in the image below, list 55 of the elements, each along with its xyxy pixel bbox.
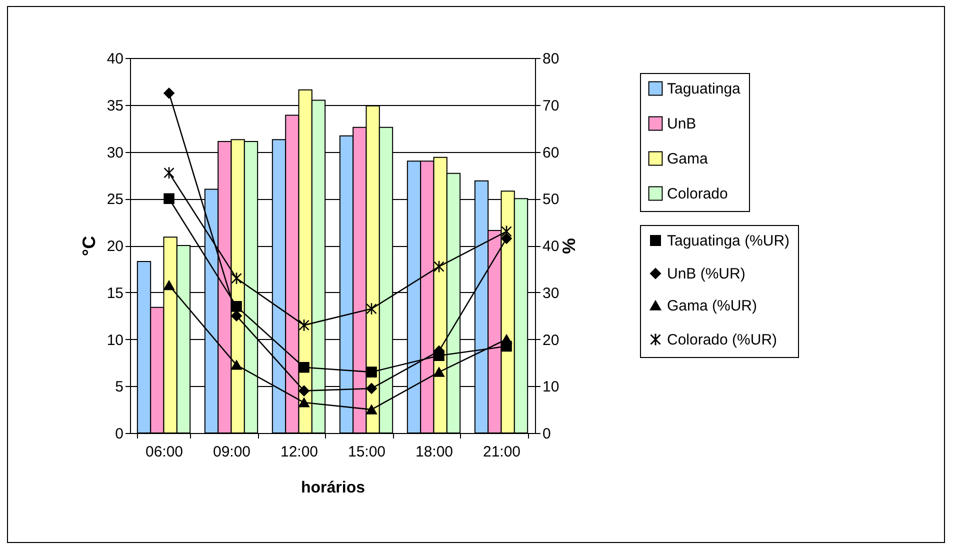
y2-tick-label: 40 [542, 238, 560, 255]
point [231, 272, 242, 285]
legend-label: Colorado [667, 186, 728, 202]
y-tick-label: 5 [115, 378, 124, 396]
point [434, 367, 444, 377]
y-tick-label: 30 [106, 144, 124, 162]
y2-tick-label: 50 [542, 191, 560, 208]
y2-axis-title: % [559, 238, 580, 254]
point [366, 302, 377, 316]
legend-label: Colorado (%UR) [667, 332, 778, 348]
legend-label: UnB (%UR) [667, 266, 746, 282]
x-axis-title: horários [300, 480, 366, 496]
point [231, 360, 242, 370]
y2-tick-label: 20 [542, 332, 560, 349]
legend-label: Gama (%UR) [667, 298, 758, 314]
x-tick-label: 18:00 [415, 444, 454, 460]
point [501, 334, 512, 344]
x-tick-label: 15:00 [348, 444, 386, 460]
point [298, 385, 310, 396]
x-tick-label: 12:00 [280, 444, 318, 460]
point [164, 88, 174, 99]
x-tick-label: 21:00 [482, 444, 521, 460]
legend-label: Taguatinga [667, 80, 742, 98]
point [298, 318, 310, 332]
y-tick-label: 40 [106, 50, 124, 68]
y2-tick-label: 10 [542, 378, 560, 396]
y2-tick-label: 30 [542, 284, 560, 302]
point [366, 383, 377, 394]
y-tick-label: 25 [106, 191, 124, 208]
point [366, 366, 377, 378]
y-tick-label: 35 [106, 97, 124, 114]
y-tick-label: 0 [115, 426, 124, 442]
point [164, 280, 174, 290]
y2-tick-label: 70 [542, 97, 560, 114]
x-tick-label: 06:00 [145, 444, 184, 460]
point [298, 362, 310, 373]
point [231, 301, 242, 312]
y2-tick-label: 0 [542, 426, 551, 442]
legend-label: UnB [667, 116, 696, 132]
legend-label: Gama [667, 150, 709, 168]
point [164, 193, 174, 204]
y-axis-title: °C [78, 236, 99, 256]
y-tick-label: 15 [106, 284, 124, 302]
point [231, 310, 242, 322]
legend-label: Taguatinga (%UR) [667, 232, 790, 250]
x-tick-label: 09:00 [212, 444, 251, 460]
y-tick-label: 10 [106, 332, 124, 349]
y2-tick-label: 80 [542, 50, 560, 68]
point [434, 260, 444, 273]
y-tick-label: 20 [106, 238, 124, 255]
y2-tick-label: 60 [542, 144, 560, 162]
point [501, 233, 512, 244]
point [164, 166, 174, 180]
point [298, 398, 310, 408]
point [366, 404, 377, 414]
